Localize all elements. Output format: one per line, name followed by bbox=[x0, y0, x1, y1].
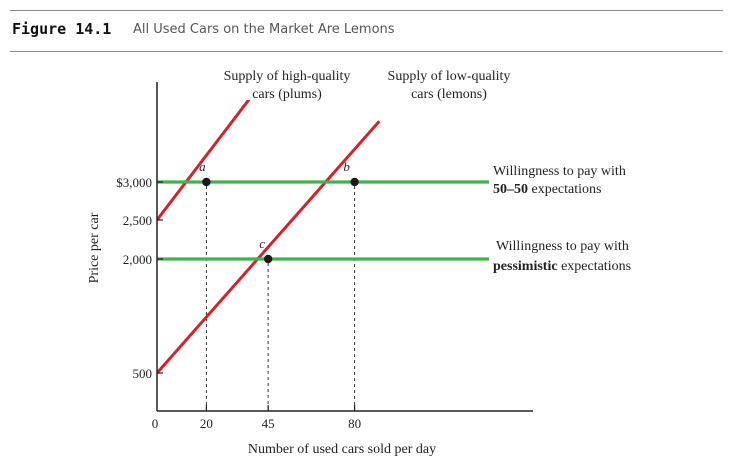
plums-supply-label-line1: Supply of high-quality bbox=[224, 69, 351, 84]
plums-supply-label-line2: cars (plums) bbox=[252, 87, 322, 102]
demand-pessimistic-label-bold: pessimistic bbox=[493, 259, 558, 274]
figure-title: All Used Cars on the Market Are Lemons bbox=[133, 22, 395, 37]
y-tick-label-2500: 2,500 bbox=[123, 213, 152, 228]
x-tick-label-45: 45 bbox=[262, 416, 275, 431]
demand-5050-label-bold: 50–50 bbox=[493, 182, 528, 197]
plums-supply-line bbox=[157, 100, 251, 221]
y-tick-label-3000: $3,000 bbox=[116, 175, 152, 190]
figure-number: Figure 14.1 bbox=[12, 20, 112, 38]
series-group bbox=[157, 100, 381, 374]
point-label-c: c bbox=[259, 236, 265, 251]
lemons-supply-line bbox=[157, 120, 381, 374]
lemons-supply-label-line2: cars (lemons) bbox=[411, 87, 487, 102]
demand-5050-label-line2: 50–50 expectations bbox=[493, 182, 601, 197]
demand-5050-label-rest: expectations bbox=[528, 182, 601, 197]
y-tick-label-500: 500 bbox=[133, 366, 153, 381]
demand-pessimistic-label-line1: Willingness to pay with bbox=[496, 239, 629, 254]
demand-pessimistic-label-line2: pessimistic expectations bbox=[493, 259, 631, 274]
x-tick-label-80: 80 bbox=[348, 416, 361, 431]
lemons-supply-label-line1: Supply of low-quality bbox=[388, 69, 511, 84]
demand-5050-label-line1: Willingness to pay with bbox=[493, 164, 626, 179]
point-b bbox=[350, 177, 359, 187]
x-tick-label-20: 20 bbox=[200, 416, 213, 431]
x-tick-label-0: 0 bbox=[152, 416, 159, 431]
point-a bbox=[202, 177, 211, 187]
point-label-a: a bbox=[199, 159, 206, 174]
x-axis-label: Number of used cars sold per day bbox=[248, 442, 436, 457]
point-c bbox=[263, 254, 273, 264]
figure-header: Figure 14.1 All Used Cars on the Market … bbox=[10, 10, 723, 52]
demand-pessimistic-label-rest: expectations bbox=[558, 259, 631, 274]
y-axis-label: Price per car bbox=[87, 212, 102, 283]
y-tick-label-2000: 2,000 bbox=[123, 252, 152, 267]
point-label-b: b bbox=[343, 159, 350, 174]
